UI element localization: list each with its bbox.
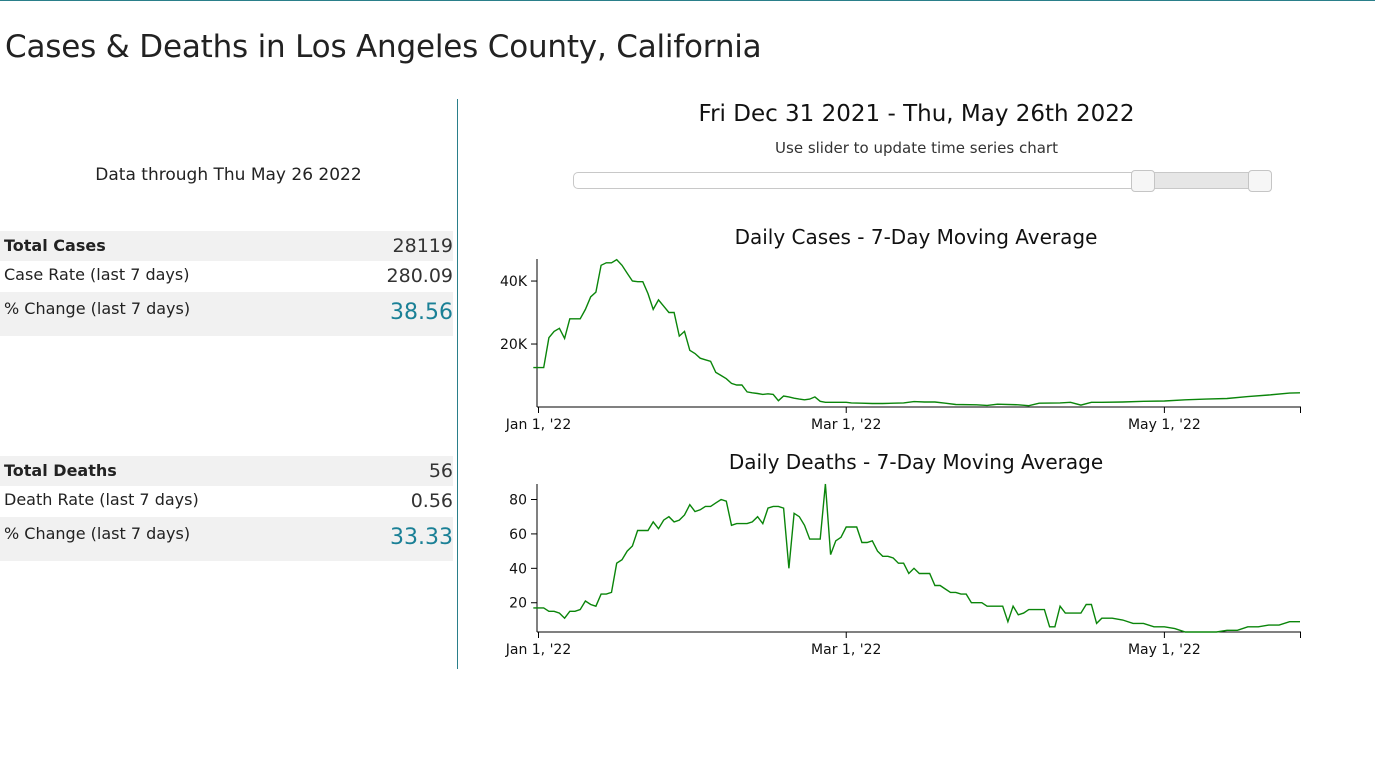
cases-chart: Daily Cases - 7-Day Moving Average 20K 40… (500, 225, 1301, 433)
page-title: Cases & Deaths in Los Angeles County, Ca… (5, 29, 762, 65)
date-range-title: Fri Dec 31 2021 - Thu, May 26th 2022 (698, 101, 1135, 127)
case-rate-value: 280.09 (386, 265, 453, 287)
x-tick-label: Mar 1, '22 (811, 417, 881, 433)
stat-label: % Change (last 7 days) (4, 524, 191, 543)
y-tick-label: 60 (509, 527, 527, 543)
y-tick-label: 80 (509, 492, 527, 508)
stat-label: Death Rate (last 7 days) (4, 490, 199, 509)
y-tick-label: 40 (509, 561, 527, 577)
total-cases-row: Total Cases 28119 (0, 231, 453, 261)
stat-label: Case Rate (last 7 days) (4, 265, 190, 284)
y-tick-label: 40K (500, 274, 528, 290)
death-change-row: % Change (last 7 days) 33.33 (0, 517, 453, 561)
x-tick-label: Jan 1, '22 (505, 417, 572, 433)
y-tick-label: 20 (509, 596, 527, 612)
stat-label: Total Cases (4, 236, 106, 255)
deaths-stats-table: Total Deaths 56 Death Rate (last 7 days)… (0, 456, 453, 561)
deaths-chart: Daily Deaths - 7-Day Moving Average 20 40… (505, 450, 1301, 658)
death-rate-row: Death Rate (last 7 days) 0.56 (0, 486, 453, 517)
slider-end-handle[interactable] (1248, 170, 1272, 192)
stat-label: % Change (last 7 days) (4, 299, 191, 318)
x-tick-label: Jan 1, '22 (505, 642, 572, 658)
x-tick-label: May 1, '22 (1128, 417, 1201, 433)
slider-hint: Use slider to update time series chart (775, 139, 1058, 157)
summary-panel: Data through Thu May 26 2022 Total Cases… (0, 99, 458, 669)
chart-title: Daily Cases - 7-Day Moving Average (735, 225, 1098, 249)
series-line (533, 483, 1300, 633)
slider-start-handle[interactable] (1131, 170, 1155, 192)
slider-selected-range (1143, 173, 1260, 188)
chart-title: Daily Deaths - 7-Day Moving Average (729, 450, 1103, 474)
case-change-row: % Change (last 7 days) 38.56 (0, 292, 453, 336)
death-change-value: 33.33 (390, 525, 453, 550)
stat-label: Total Deaths (4, 461, 117, 480)
death-rate-value: 0.56 (410, 490, 453, 512)
y-tick-label: 20K (500, 337, 528, 353)
date-range-slider[interactable] (573, 170, 1272, 192)
total-deaths-row: Total Deaths 56 (0, 456, 453, 486)
case-rate-row: Case Rate (last 7 days) 280.09 (0, 261, 453, 292)
x-tick-label: May 1, '22 (1128, 642, 1201, 658)
case-change-value: 38.56 (390, 300, 453, 325)
total-deaths-value: 56 (428, 460, 453, 482)
charts-panel: Fri Dec 31 2021 - Thu, May 26th 2022 Use… (458, 99, 1375, 699)
data-through-label: Data through Thu May 26 2022 (95, 165, 362, 185)
cases-stats-table: Total Cases 28119 Case Rate (last 7 days… (0, 231, 453, 336)
series-line (533, 258, 1301, 407)
total-cases-value: 28119 (392, 235, 453, 257)
x-tick-label: Mar 1, '22 (811, 642, 881, 658)
